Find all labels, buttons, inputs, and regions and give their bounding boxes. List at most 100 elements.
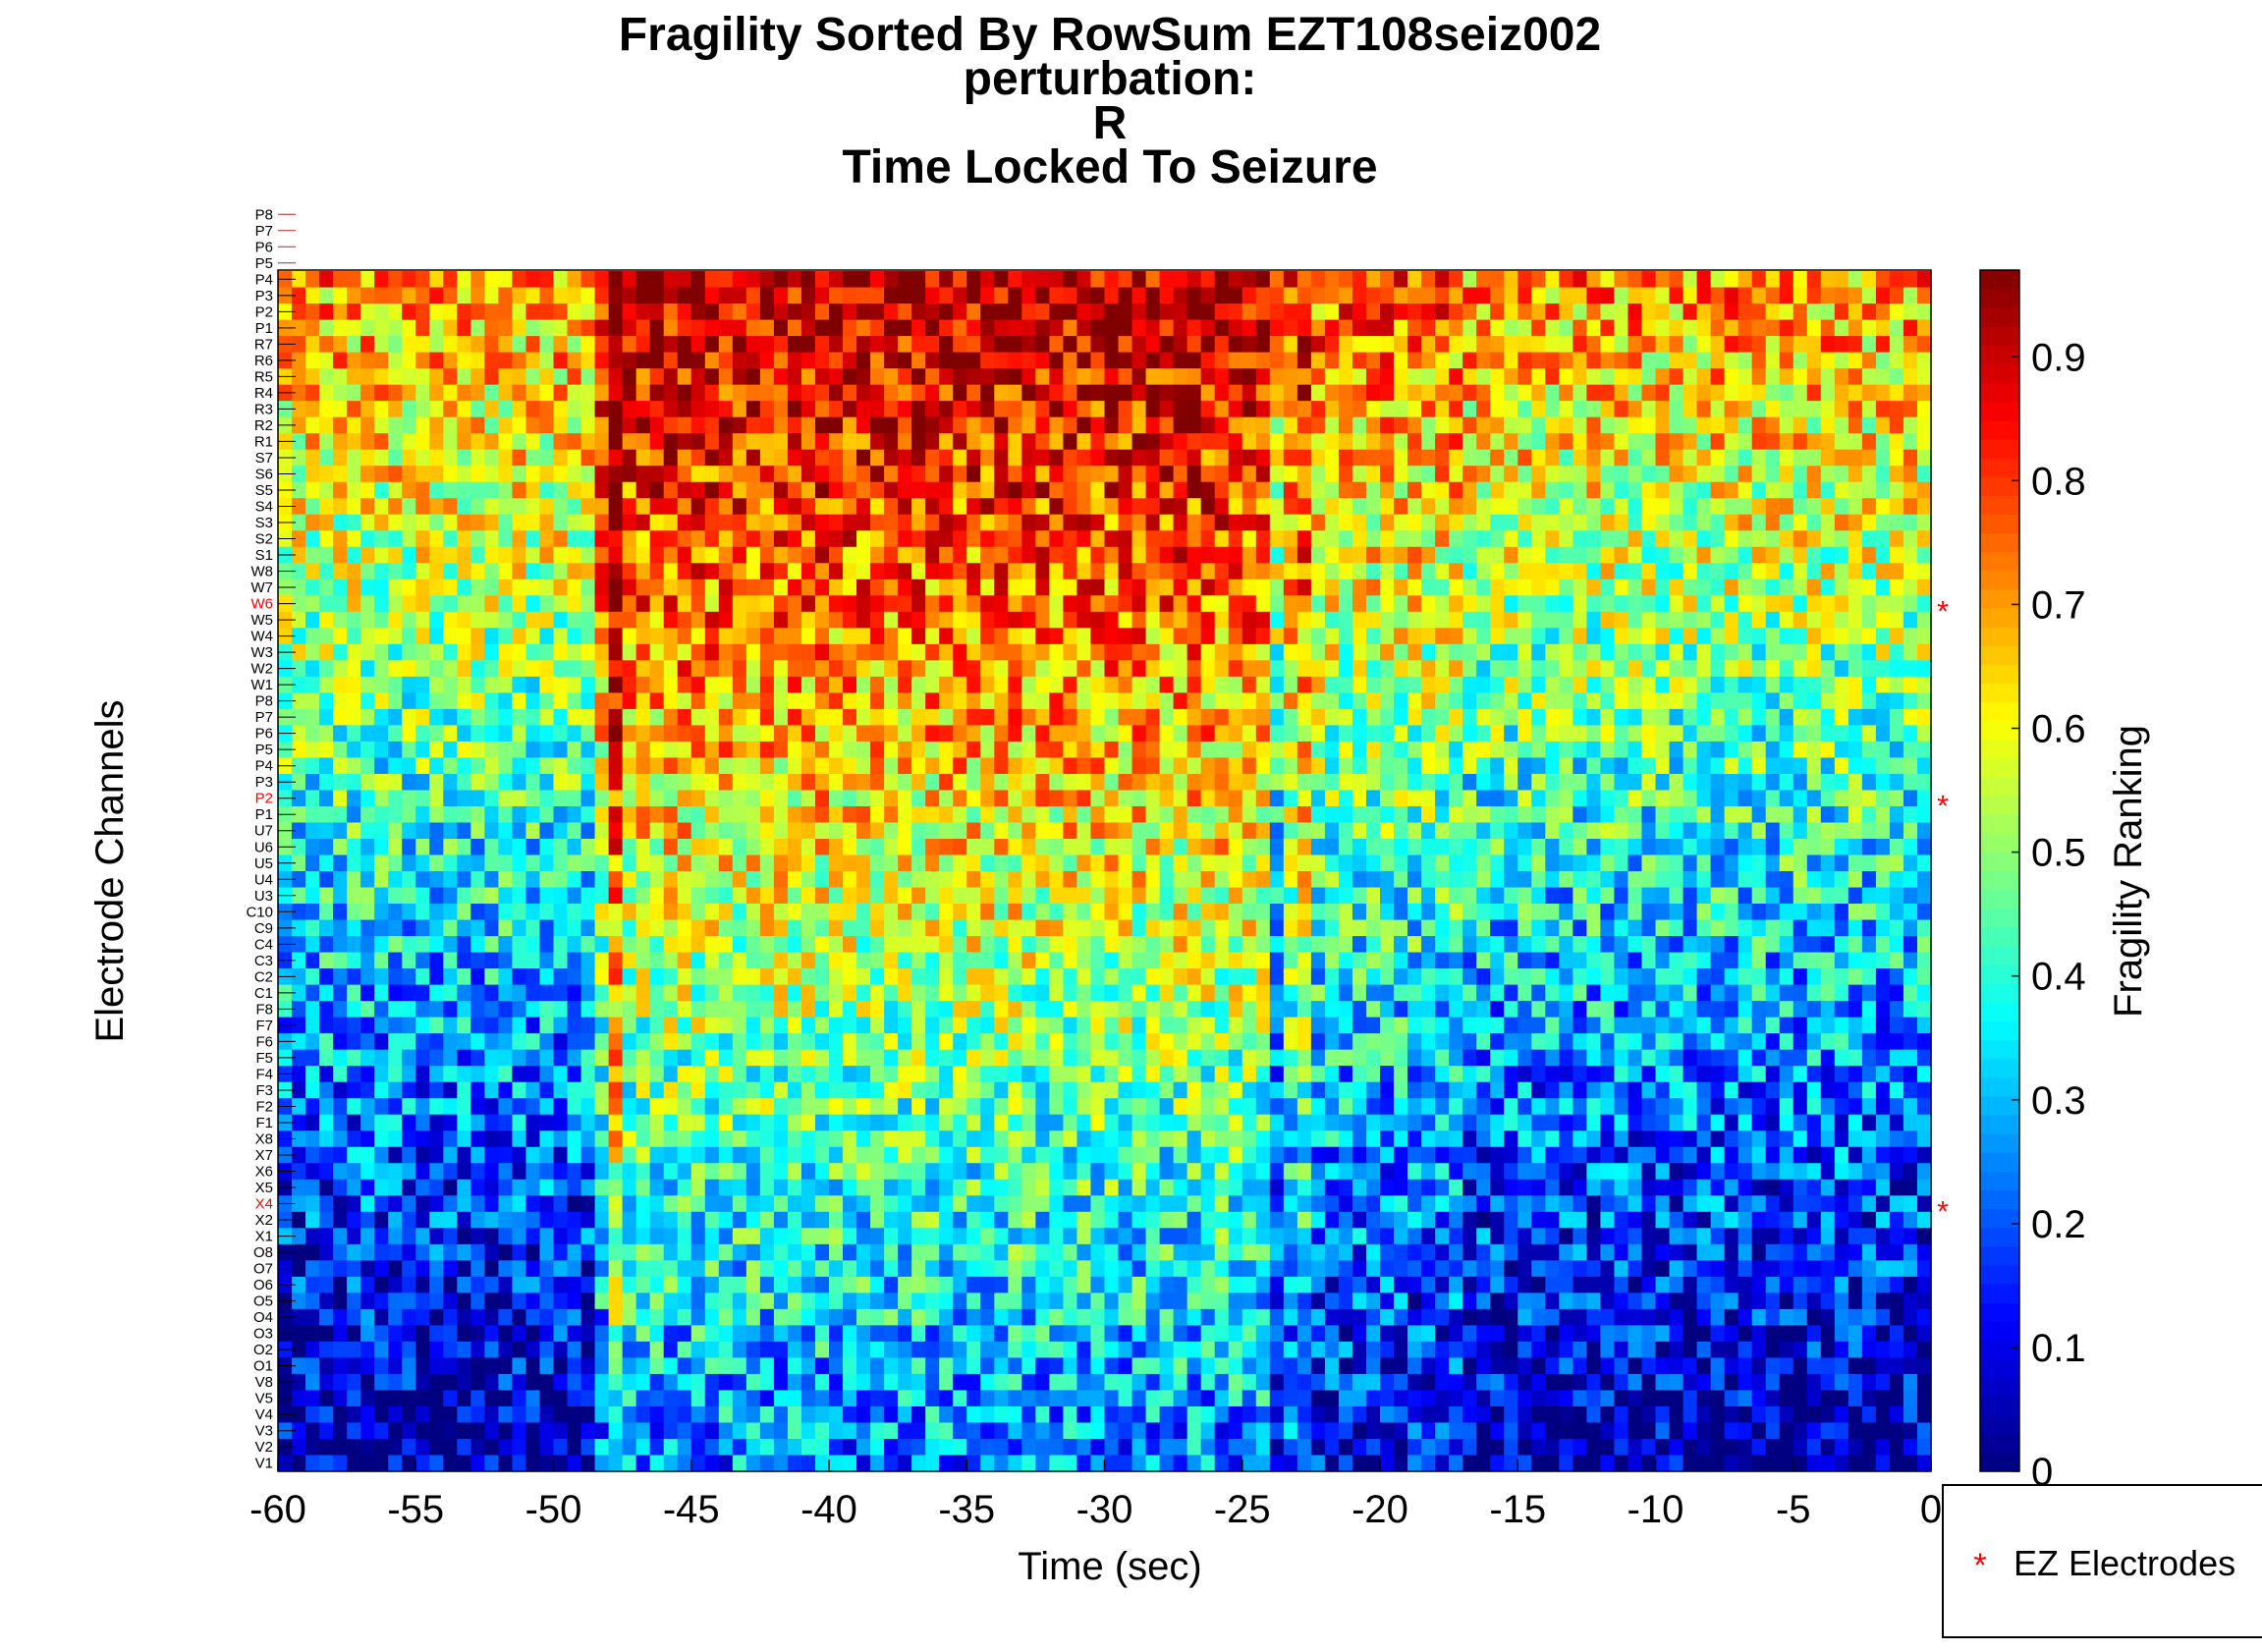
x-tick-label: -45: [663, 1488, 720, 1531]
colorbar-tick-label: 0.3: [2031, 1079, 2086, 1123]
y-tick-label: V5: [255, 1391, 273, 1407]
legend-ez-marker: *: [1973, 1547, 1986, 1584]
y-tick-label: O5: [253, 1294, 273, 1310]
colorbar-tick-label: 0.6: [2031, 708, 2086, 751]
y-tick-label: O3: [253, 1326, 273, 1343]
y-tick-label: X5: [255, 1180, 273, 1196]
y-tick-label: O8: [253, 1244, 273, 1261]
y-tick-label: P1: [255, 806, 273, 823]
y-tick-label: R1: [254, 433, 273, 450]
y-tick-label: P6: [255, 239, 273, 255]
y-tick-label: V2: [255, 1439, 273, 1456]
y-tick-label: P7: [255, 223, 273, 240]
y-tick-label: F1: [255, 1115, 273, 1131]
y-tick-label: X6: [255, 1164, 273, 1181]
y-tick-label: P6: [255, 726, 273, 743]
y-tick-label: F8: [255, 1001, 273, 1018]
y-tick-label: F2: [255, 1098, 273, 1115]
y-tick-label: O1: [253, 1358, 273, 1375]
y-tick-label: C10: [246, 904, 273, 920]
y-tick-label: P7: [255, 709, 273, 726]
x-axis-ticks: -60 -55 -50 -45 -40 -35 -30 -25 -20 -15 -10 -5 0: [249, 1459, 1942, 1531]
x-tick-label: -35: [938, 1488, 995, 1531]
y-axis-label: Electrode Channels: [88, 699, 132, 1042]
title-line-2: perturbation:: [963, 53, 1257, 105]
y-tick-label: W4: [251, 629, 274, 645]
y-tick-label: O2: [253, 1342, 273, 1358]
x-tick-label: -15: [1489, 1488, 1546, 1531]
y-tick-label: V8: [255, 1374, 273, 1391]
y-tick-label: V3: [255, 1423, 273, 1440]
y-tick-label: W3: [251, 644, 274, 661]
ez-marker: *: [1937, 791, 1949, 823]
y-tick-label: C1: [254, 985, 273, 1002]
colorbar-tick-label: 0.8: [2031, 460, 2086, 503]
x-tick-label: -60: [249, 1488, 306, 1531]
y-tick-label: P4: [255, 271, 273, 288]
y-tick-label: P1: [255, 320, 273, 337]
y-tick-label: C4: [254, 936, 273, 953]
y-tick-label: P8: [255, 693, 273, 710]
x-axis-label: Time (sec): [1018, 1545, 1201, 1588]
y-tick-label: F3: [255, 1082, 273, 1099]
ez-marker: *: [1937, 1196, 1949, 1229]
y-tick-label: R4: [254, 385, 273, 402]
heatmap-cells: [278, 271, 1932, 1472]
y-tick-label: W2: [251, 661, 274, 678]
x-tick-label: 0: [1920, 1488, 1942, 1531]
colorbar-tick-label: 0.4: [2031, 956, 2086, 999]
y-tick-label: O6: [253, 1277, 273, 1294]
y-tick-label: V1: [255, 1456, 273, 1472]
legend: * EZ Electrodes: [1942, 1484, 2262, 1638]
colorbar-tick-label: 0.7: [2031, 583, 2086, 627]
y-tick-label: P5: [255, 255, 273, 272]
y-tick-label: W1: [251, 677, 274, 693]
y-tick-label: F4: [255, 1066, 273, 1082]
colorbar-frame: [1979, 269, 2020, 1472]
y-tick-label: W7: [251, 579, 274, 596]
colorbar: 0 0.1 0.2 0.3 0.4 0.5 0.6 0.7 0.8 0.9: [1979, 269, 2086, 1494]
colorbar-tick-label: 0.1: [2031, 1327, 2086, 1370]
y-tick-label: S1: [255, 547, 273, 564]
y-tick-label: P5: [255, 742, 273, 758]
y-tick-label: S3: [255, 515, 273, 531]
colorbar-tick-label: 0.5: [2031, 832, 2086, 875]
y-tick-label: R3: [254, 401, 273, 417]
y-tick-label: R2: [254, 417, 273, 434]
colorbar-tick-label: 0.9: [2031, 336, 2086, 379]
x-tick-label: -55: [387, 1488, 444, 1531]
y-tick-label: W5: [251, 612, 274, 629]
y-tick-label: S7: [255, 450, 273, 467]
legend-box: [1942, 1484, 2262, 1638]
x-tick-label: -20: [1352, 1488, 1408, 1531]
ez-marker: *: [1937, 596, 1949, 629]
y-tick-label: R7: [254, 336, 273, 353]
y-tick-label: U5: [254, 855, 273, 872]
colorbar-label: Fragility Ranking: [2107, 725, 2150, 1018]
y-tick-label: O4: [253, 1309, 273, 1326]
colorbar-tick-label: 0: [2031, 1451, 2053, 1494]
y-tick-label: W8: [251, 564, 274, 580]
y-tick-label: P2: [255, 791, 273, 807]
y-tick-label: C9: [254, 920, 273, 937]
y-tick-label: U6: [254, 839, 273, 855]
y-tick-label: X1: [255, 1229, 273, 1245]
title-line-4: Time Locked To Seizure: [842, 141, 1378, 193]
y-tick-label: O7: [253, 1261, 273, 1278]
y-tick-label: X7: [255, 1147, 273, 1164]
ez-markers: * * *: [1937, 596, 1949, 1229]
y-tick-label: U4: [254, 871, 273, 888]
x-tick-label: -25: [1214, 1488, 1271, 1531]
y-tick-label: X8: [255, 1130, 273, 1147]
y-tick-label: R6: [254, 353, 273, 369]
y-tick-label: P8: [255, 206, 273, 223]
y-tick-label: U3: [254, 888, 273, 905]
y-tick-label: X4: [255, 1196, 273, 1213]
x-tick-label: -30: [1076, 1488, 1133, 1531]
y-tick-label: P3: [255, 288, 273, 304]
y-tick-label: S5: [255, 482, 273, 499]
legend-entry-ez: EZ Electrodes: [2014, 1543, 2235, 1583]
title-line-3: R: [1092, 97, 1128, 149]
